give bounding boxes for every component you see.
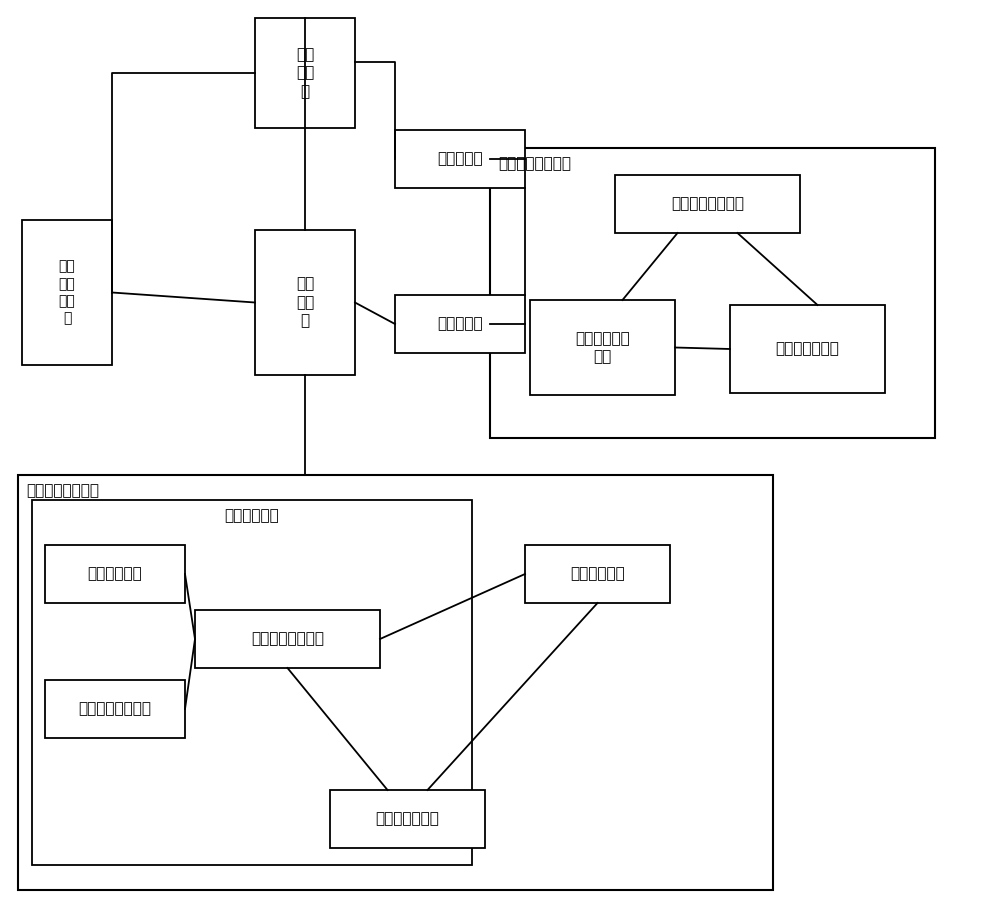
FancyBboxPatch shape (18, 475, 773, 890)
Text: 终端身份信息模块: 终端身份信息模块 (498, 156, 571, 171)
Text: 终端身份数据库: 终端身份数据库 (376, 812, 439, 826)
FancyBboxPatch shape (22, 220, 112, 365)
FancyBboxPatch shape (395, 295, 525, 353)
FancyBboxPatch shape (615, 175, 800, 233)
FancyBboxPatch shape (490, 148, 935, 438)
FancyBboxPatch shape (525, 545, 670, 603)
FancyBboxPatch shape (45, 545, 185, 603)
Text: 认证
服务
器: 认证 服务 器 (296, 276, 314, 329)
Text: 终端信息存储芯片: 终端信息存储芯片 (671, 196, 744, 211)
Text: 终端验证模块: 终端验证模块 (570, 566, 625, 581)
FancyBboxPatch shape (530, 300, 675, 395)
Text: 终端配置写入模块: 终端配置写入模块 (78, 701, 152, 717)
FancyBboxPatch shape (255, 18, 355, 128)
Text: 终端配置生成模块: 终端配置生成模块 (251, 632, 324, 646)
FancyBboxPatch shape (255, 230, 355, 375)
FancyBboxPatch shape (32, 500, 472, 865)
Text: 使用中终端: 使用中终端 (437, 317, 483, 331)
Text: 终端身份信息库: 终端身份信息库 (776, 341, 839, 356)
Text: 终端注册模块: 终端注册模块 (225, 508, 279, 523)
Text: 注册
服务
器: 注册 服务 器 (296, 47, 314, 99)
Text: 终端识别模块: 终端识别模块 (88, 566, 142, 581)
Text: 注册
信息
数据
库: 注册 信息 数据 库 (59, 260, 75, 326)
FancyBboxPatch shape (195, 610, 380, 668)
FancyBboxPatch shape (395, 130, 525, 188)
Text: 终端配置信息
模块: 终端配置信息 模块 (575, 330, 630, 364)
Text: 终端身份管理模块: 终端身份管理模块 (26, 483, 99, 498)
FancyBboxPatch shape (730, 305, 885, 393)
FancyBboxPatch shape (45, 680, 185, 738)
Text: 需注册终端: 需注册终端 (437, 151, 483, 166)
FancyBboxPatch shape (330, 790, 485, 848)
